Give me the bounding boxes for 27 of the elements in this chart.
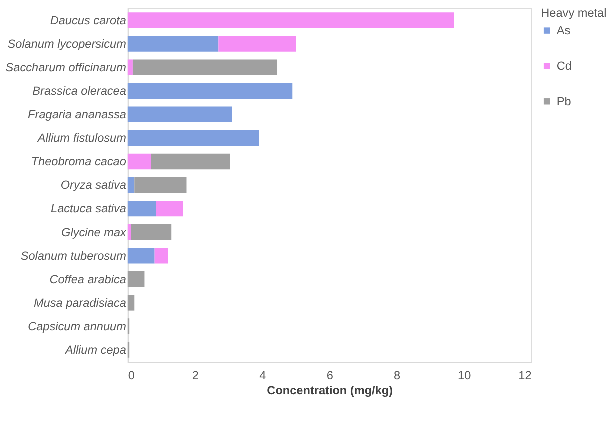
y-tick-label: Oryza sativa [60, 178, 127, 192]
y-tick-label: Allium fistulosum [36, 131, 127, 146]
y-tick-label: Glycine max [62, 225, 128, 240]
x-tick-label: 6 [326, 368, 334, 383]
y-tick-label: Daucus carota [50, 13, 127, 28]
y-tick-label: Solanum tuberosum [20, 248, 127, 263]
x-tick-label: 8 [394, 368, 402, 383]
y-tick-label: Saccharum officinarum [6, 60, 127, 75]
x-tick-label: 10 [458, 368, 472, 383]
y-tick-label: Musa paradisiaca [34, 296, 127, 310]
y-tick-label: Lactuca sativa [51, 202, 127, 216]
y-tick-label: Allium cepa [64, 342, 127, 357]
x-tick-label: 4 [260, 368, 267, 383]
legend-title: Heavy metal [541, 6, 607, 20]
y-tick-label: Coffea arabica [50, 272, 127, 286]
x-tick-label: 12 [518, 368, 532, 383]
y-tick-label: Capsicum annuum [28, 319, 127, 334]
y-tick-label: Solanum lycopersicum [8, 36, 127, 51]
legend-label: Cd [556, 59, 572, 74]
y-tick-label: Theobroma cacao [31, 154, 127, 169]
legend-label: Pb [556, 94, 572, 109]
x-tick-label: 0 [128, 368, 136, 383]
y-tick-label: Fragaria ananassa [28, 108, 127, 122]
x-tick-label: 2 [192, 368, 199, 383]
y-tick-label: Brassica oleracea [32, 84, 127, 98]
legend-label: As [556, 24, 571, 38]
x-axis-title: Concentration (mg/kg) [267, 383, 394, 398]
